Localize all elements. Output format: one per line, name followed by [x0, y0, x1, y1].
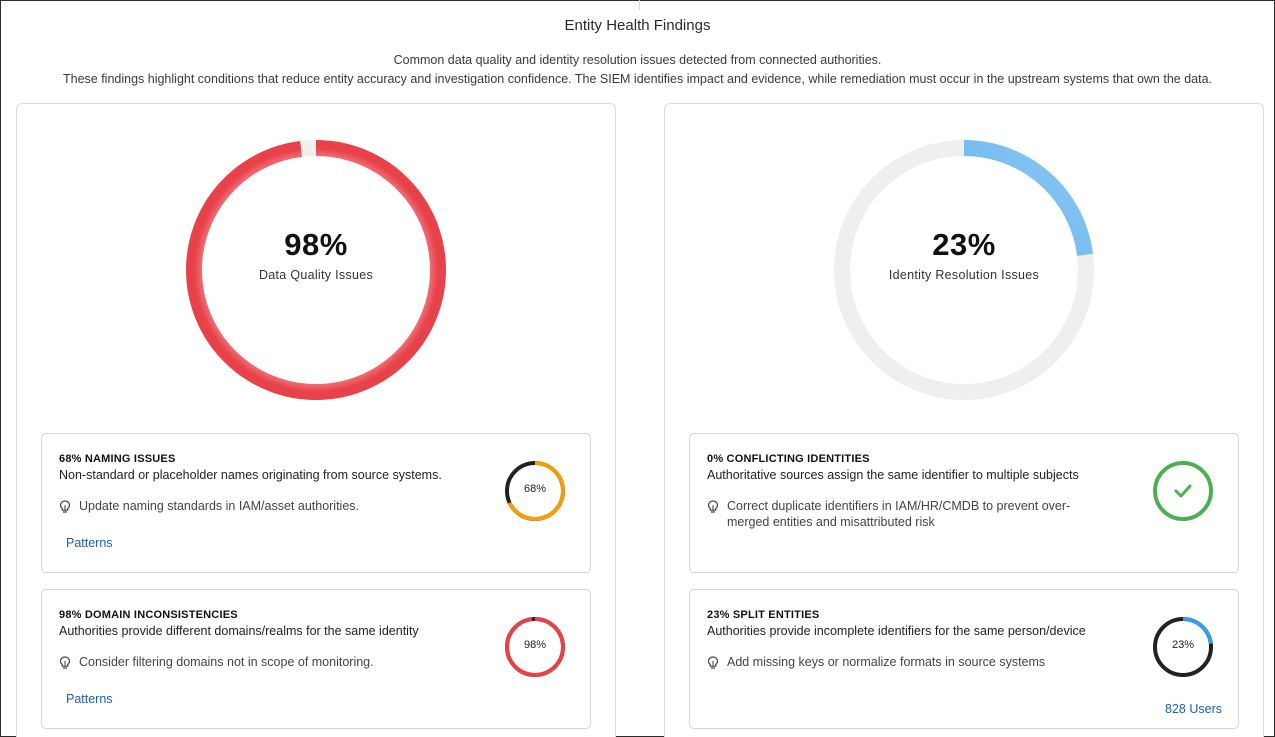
identity-resolution-panel: 23% Identity Resolution Issues 0% CONFLI… [664, 103, 1264, 737]
naming-issues-tip: Update naming standards in IAM/asset aut… [59, 498, 479, 514]
lightbulb-icon [59, 656, 71, 669]
naming-issues-description: Non-standard or placeholder names origin… [59, 468, 442, 482]
lightbulb-icon [59, 500, 71, 513]
domain-inconsistencies-tip-text: Consider filtering domains not in scope … [79, 655, 374, 669]
page-title: Entity Health Findings [564, 17, 711, 34]
domain-inconsistencies-donut-arc [505, 617, 565, 677]
domain-inconsistencies-donut-label: 98% [523, 639, 547, 651]
domain-inconsistencies-patterns-link[interactable]: Patterns [66, 692, 113, 706]
split-entities-donut-label: 23% [1171, 639, 1195, 651]
lightbulb-icon [707, 500, 719, 513]
checkmark-icon [1174, 484, 1192, 498]
naming-issues-patterns-link[interactable]: Patterns [66, 536, 113, 550]
domain-inconsistencies-tip: Consider filtering domains not in scope … [59, 654, 479, 670]
identity-resolution-label: Identity Resolution Issues [888, 268, 1040, 282]
data-quality-donut: 98% Data Quality Issues [185, 139, 447, 401]
naming-issues-donut-arc [505, 461, 565, 521]
conflicting-identities-tip-text: Correct duplicate identifiers in IAM/HR/… [727, 499, 1071, 529]
domain-inconsistencies-description: Authorities provide different domains/re… [59, 624, 419, 638]
identity-resolution-percent: 23% [932, 227, 996, 262]
top-divider [639, 0, 640, 10]
conflicting-identities-donut [1151, 459, 1215, 523]
data-quality-donut-arc [186, 140, 446, 400]
conflicting-identities-title: 0% CONFLICTING IDENTITIES [707, 453, 870, 465]
domain-inconsistencies-card: 98% DOMAIN INCONSISTENCIES Authorities p… [41, 589, 591, 729]
data-quality-percent: 98% [284, 227, 348, 262]
split-entities-description: Authorities provide incomplete identifie… [707, 624, 1086, 638]
split-entities-title: 23% SPLIT ENTITIES [707, 609, 820, 621]
split-entities-donut: 23% [1151, 615, 1215, 679]
split-entities-users-link[interactable]: 828 Users [1165, 702, 1222, 716]
identity-resolution-donut: 23% Identity Resolution Issues [833, 139, 1095, 401]
split-entities-tip: Add missing keys or normalize formats in… [707, 654, 1127, 670]
domain-inconsistencies-donut: 98% [503, 615, 567, 679]
split-entities-card: 23% SPLIT ENTITIES Authorities provide i… [689, 589, 1239, 729]
lightbulb-icon [707, 656, 719, 669]
naming-issues-card: 68% NAMING ISSUES Non-standard or placeh… [41, 433, 591, 573]
split-entities-tip-text: Add missing keys or normalize formats in… [727, 655, 1046, 669]
conflicting-identities-donut-ring [1153, 461, 1213, 521]
naming-issues-tip-text: Update naming standards in IAM/asset aut… [79, 499, 360, 513]
data-quality-label: Data Quality Issues [258, 268, 374, 282]
naming-issues-donut-label: 68% [523, 483, 547, 495]
naming-issues-title: 68% NAMING ISSUES [59, 453, 176, 465]
split-entities-donut-arc [1153, 617, 1213, 677]
page-subtitle-line-2: These findings highlight conditions that… [62, 72, 1212, 86]
data-quality-panel: 98% Data Quality Issues 68% NAMING ISSUE… [16, 103, 616, 737]
conflicting-identities-tip: Correct duplicate identifiers in IAM/HR/… [707, 498, 1107, 530]
page-subtitle-line-1: Common data quality and identity resolut… [393, 53, 882, 67]
conflicting-identities-card: 0% CONFLICTING IDENTITIES Authoritative … [689, 433, 1239, 573]
identity-resolution-donut-arc [834, 140, 1094, 400]
naming-issues-donut: 68% [503, 459, 567, 523]
domain-inconsistencies-title: 98% DOMAIN INCONSISTENCIES [59, 609, 238, 621]
conflicting-identities-description: Authoritative sources assign the same id… [707, 468, 1079, 482]
